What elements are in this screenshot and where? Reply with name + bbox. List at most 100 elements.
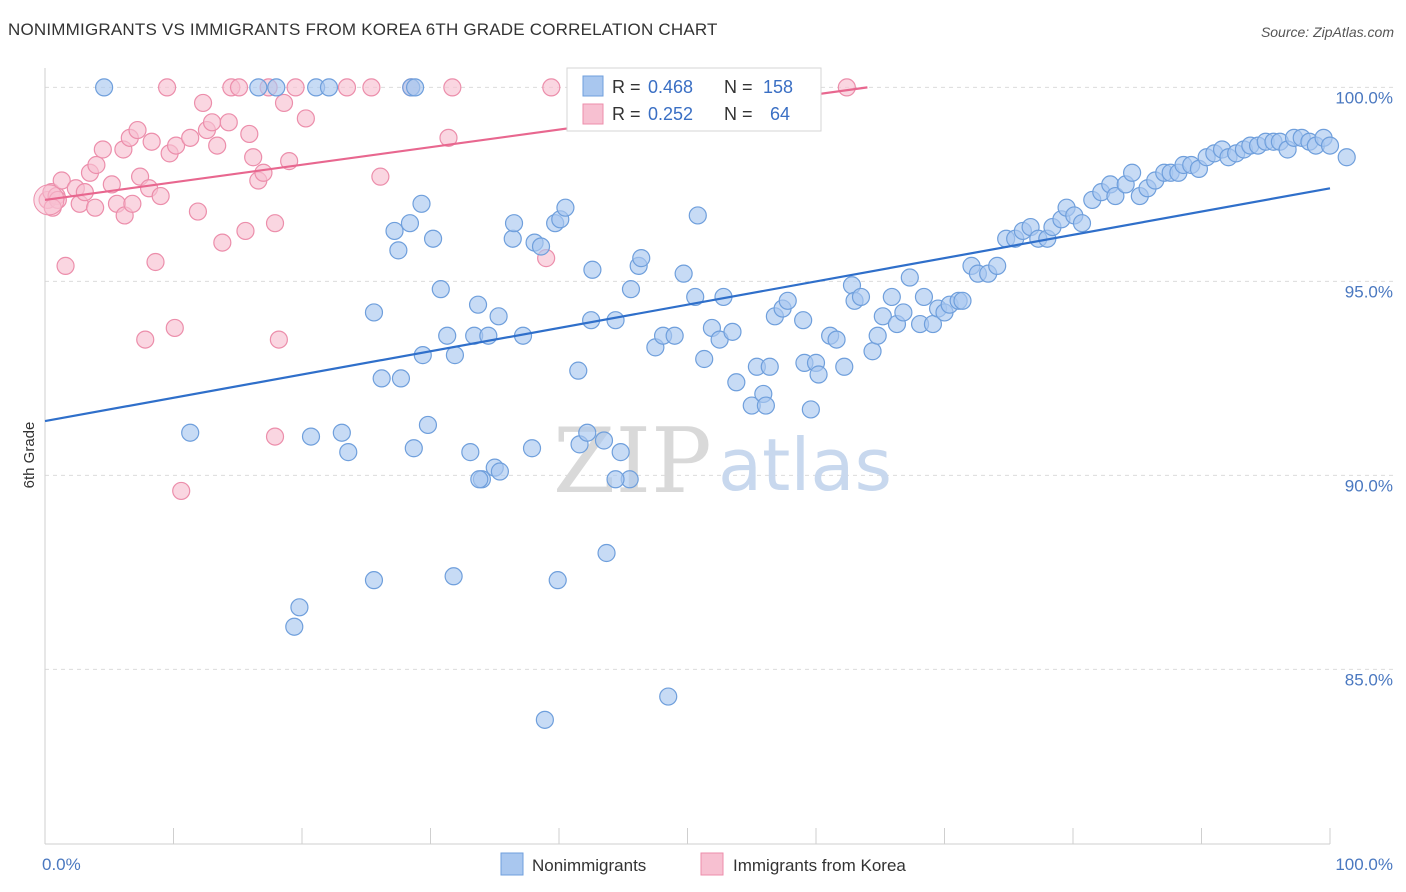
data-point-nonimmigrants (444, 567, 463, 586)
data-point-nonimmigrants (914, 287, 934, 307)
x-tick-label: 0.0% (42, 855, 81, 874)
data-point-nonimmigrants (583, 260, 602, 279)
data-point-nonimmigrants (578, 423, 597, 442)
data-point-immigrants-from-korea (837, 78, 856, 97)
data-point-immigrants-from-korea (274, 93, 294, 113)
data-point-immigrants-from-korea (172, 481, 191, 501)
x-tick-label: 100.0% (1335, 855, 1393, 874)
data-point-nonimmigrants (606, 470, 625, 489)
data-point-immigrants-from-korea (229, 78, 249, 97)
stats-blue-r-value: 0.468 (648, 77, 693, 97)
data-point-nonimmigrants (695, 349, 714, 369)
data-point-immigrants-from-korea (362, 78, 381, 97)
watermark-zip: ZIP (553, 409, 712, 514)
data-point-nonimmigrants (569, 361, 588, 380)
data-point-nonimmigrants (438, 326, 457, 345)
data-point-nonimmigrants (364, 303, 384, 322)
data-point-immigrants-from-korea (193, 93, 213, 113)
data-point-immigrants-from-korea (208, 136, 227, 155)
data-point-nonimmigrants (659, 687, 678, 706)
data-point-nonimmigrants (594, 431, 614, 450)
data-point-nonimmigrants (461, 443, 480, 462)
data-point-nonimmigrants (723, 322, 742, 341)
data-point-nonimmigrants (1123, 163, 1142, 182)
stats-pink-n-value: 64 (770, 104, 790, 124)
data-point-nonimmigrants (827, 330, 846, 349)
data-point-nonimmigrants (1320, 136, 1340, 155)
data-point-nonimmigrants (531, 237, 551, 256)
y-tick-label: 85.0% (1345, 670, 1393, 689)
data-point-nonimmigrants (181, 423, 200, 442)
stats-blue-r-label: R = (612, 77, 641, 97)
data-point-nonimmigrants (611, 443, 630, 462)
data-point-nonimmigrants (522, 439, 542, 458)
data-point-nonimmigrants (405, 78, 425, 97)
data-point-immigrants-from-korea (202, 113, 222, 132)
data-point-nonimmigrants (621, 280, 641, 299)
data-point-nonimmigrants (389, 241, 408, 260)
data-point-immigrants-from-korea (219, 113, 238, 132)
data-point-nonimmigrants (95, 78, 114, 97)
data-point-nonimmigrants (868, 326, 887, 345)
data-point-immigrants-from-korea (86, 198, 105, 217)
data-point-nonimmigrants (988, 256, 1007, 275)
data-point-nonimmigrants (285, 617, 304, 636)
data-point-nonimmigrants (503, 229, 522, 248)
y-tick-label: 95.0% (1345, 282, 1393, 301)
x-tick-labels: 0.0% 100.0% (42, 855, 1393, 874)
data-point-nonimmigrants (801, 400, 820, 419)
stats-legend: R = 0.468 N = 158 R = 0.252 N = 64 (566, 67, 822, 132)
data-point-immigrants-from-korea (181, 128, 200, 147)
stats-pink-r-label: R = (612, 104, 641, 124)
data-point-nonimmigrants (418, 415, 438, 435)
data-point-nonimmigrants (385, 221, 404, 241)
series-nonimmigrants (95, 78, 1356, 729)
data-point-nonimmigrants (339, 443, 358, 462)
data-point-immigrants-from-korea (337, 78, 357, 97)
data-point-nonimmigrants (404, 439, 423, 458)
data-point-nonimmigrants (290, 598, 309, 617)
data-point-immigrants-from-korea (296, 109, 315, 128)
data-point-immigrants-from-korea (75, 183, 94, 202)
data-point-nonimmigrants (632, 249, 651, 268)
series-legend: Nonimmigrants Immigrants from Korea (500, 852, 906, 876)
data-point-immigrants-from-korea (254, 163, 273, 182)
stats-swatch-pink (582, 103, 604, 125)
data-point-immigrants-from-korea (269, 330, 288, 349)
data-point-immigrants-from-korea (146, 252, 165, 272)
data-point-nonimmigrants (882, 287, 901, 307)
stats-blue-n-value: 158 (763, 77, 793, 97)
stats-swatch-blue (582, 75, 604, 97)
data-point-nonimmigrants (688, 206, 707, 225)
data-point-immigrants-from-korea (166, 136, 186, 155)
data-point-nonimmigrants (953, 291, 972, 310)
data-point-nonimmigrants (727, 373, 746, 392)
data-point-immigrants-from-korea (213, 233, 232, 252)
data-point-nonimmigrants (1337, 148, 1356, 167)
data-point-nonimmigrants (760, 357, 779, 376)
data-point-nonimmigrants (900, 268, 919, 287)
data-point-nonimmigrants (400, 214, 420, 233)
series-immigrants-from-korea (33, 78, 856, 501)
legend-label-immigrants-from-korea: Immigrants from Korea (733, 856, 906, 875)
data-point-immigrants-from-korea (52, 171, 71, 190)
data-point-nonimmigrants (556, 198, 575, 217)
data-point-nonimmigrants (1072, 214, 1092, 233)
y-tick-labels: 85.0% 90.0% 95.0% 100.0% (1335, 88, 1393, 689)
data-point-immigrants-from-korea (123, 194, 142, 213)
data-point-nonimmigrants (894, 303, 913, 322)
data-point-nonimmigrants (756, 396, 775, 415)
stats-pink-n-label: N = (724, 104, 753, 124)
data-point-immigrants-from-korea (102, 175, 121, 194)
data-point-immigrants-from-korea (236, 221, 255, 241)
data-point-nonimmigrants (778, 291, 797, 310)
data-point-immigrants-from-korea (265, 427, 285, 446)
data-point-nonimmigrants (470, 470, 489, 489)
legend-label-nonimmigrants: Nonimmigrants (532, 856, 646, 875)
data-point-nonimmigrants (249, 78, 268, 97)
data-point-immigrants-from-korea (93, 140, 112, 159)
y-axis-title: 6th Grade (21, 422, 38, 489)
data-point-immigrants-from-korea (136, 330, 155, 349)
data-point-nonimmigrants (468, 295, 488, 314)
data-point-immigrants-from-korea (56, 256, 75, 275)
